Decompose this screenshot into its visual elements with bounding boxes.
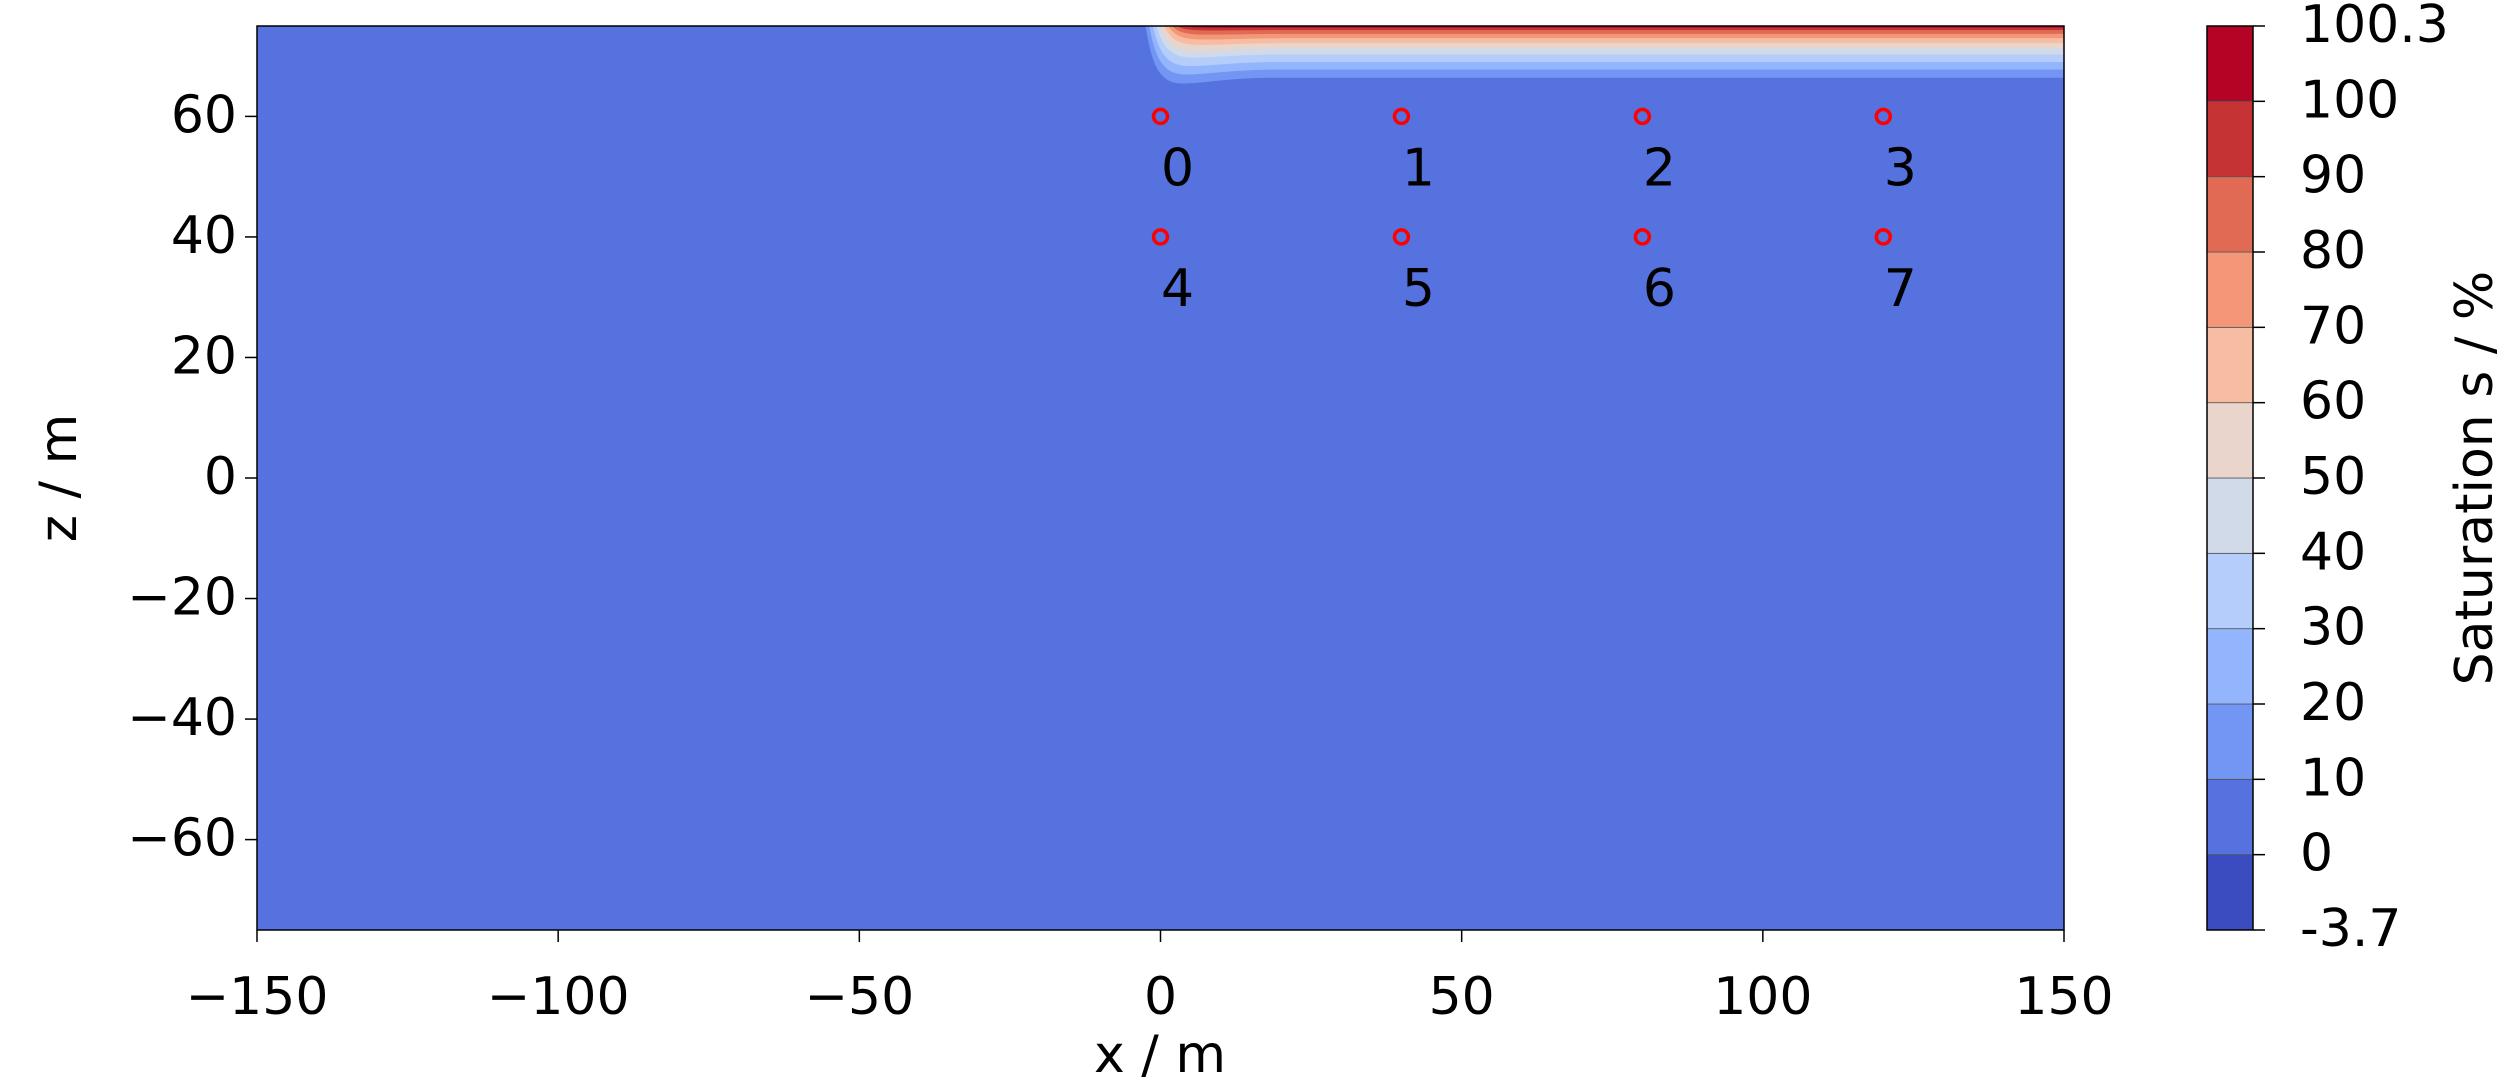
colorbar-tick-label: 30	[2300, 598, 2366, 658]
y-tick-label: 0	[204, 447, 237, 507]
observation-point	[1392, 107, 1411, 126]
x-tick-label: 50	[1429, 967, 1495, 1027]
colorbar-segment	[2206, 552, 2254, 630]
observation-point	[1151, 107, 1170, 126]
x-tick-label: 0	[1144, 967, 1177, 1027]
y-tick-label: −20	[127, 568, 237, 628]
point-label: 7	[1884, 259, 1917, 319]
colorbar-tick-label: 40	[2300, 522, 2366, 582]
point-label: 6	[1643, 259, 1676, 319]
colorbar-segment	[2206, 176, 2254, 253]
colorbar-segment	[2206, 778, 2254, 856]
colorbar-segment	[2206, 100, 2254, 178]
y-tick-label: 20	[171, 326, 237, 386]
colorbar-tick-label: -3.7	[2300, 899, 2401, 959]
x-tick-label: −50	[804, 967, 914, 1027]
x-tick-label: −100	[487, 967, 630, 1027]
y-tick-label: −60	[127, 809, 237, 869]
x-tick-label: 100	[1713, 967, 1812, 1027]
contour-field	[257, 26, 2064, 930]
point-label: 4	[1161, 259, 1194, 319]
colorbar-tick-label: 100.3	[2300, 0, 2449, 55]
colorbar-segment	[2206, 25, 2254, 102]
y-tick-label: −40	[127, 688, 237, 748]
colorbar-segment	[2206, 251, 2254, 328]
y-tick-label: 40	[171, 206, 237, 266]
colorbar-tick-label: 90	[2300, 146, 2366, 206]
observation-point	[1874, 107, 1893, 126]
colorbar-tick-label: 0	[2300, 824, 2333, 884]
point-label: 0	[1161, 138, 1194, 198]
point-label: 1	[1402, 138, 1435, 198]
x-tick-label: −150	[186, 967, 329, 1027]
observation-point	[1633, 107, 1652, 126]
colorbar-segment	[2206, 477, 2254, 554]
point-label: 3	[1884, 138, 1917, 198]
x-axis-label: x / m	[1094, 1025, 1226, 1080]
colorbar-tick-label: 100	[2300, 70, 2399, 130]
colorbar-tick-label: 70	[2300, 296, 2366, 356]
colorbar-segment	[2206, 628, 2254, 705]
colorbar-label: Saturation s / %	[2445, 271, 2505, 686]
observation-point	[1151, 228, 1170, 246]
y-axis-label: z / m	[29, 414, 89, 543]
observation-point	[1633, 228, 1652, 246]
colorbar-tick-label: 20	[2300, 673, 2366, 733]
colorbar-segment	[2206, 703, 2254, 780]
colorbar-tick-label: 80	[2300, 221, 2366, 281]
colorbar-tick-label: 60	[2300, 372, 2366, 432]
observation-point	[1874, 228, 1893, 246]
colorbar-segment	[2206, 402, 2254, 479]
colorbar-tick-label: 50	[2300, 447, 2366, 507]
colorbar-tick-label: 10	[2300, 748, 2366, 808]
colorbar-segment	[2206, 854, 2254, 931]
colorbar-segment	[2206, 326, 2254, 404]
x-tick-label: 150	[2014, 967, 2113, 1027]
contour-band	[257, 26, 2064, 930]
point-label: 5	[1402, 259, 1435, 319]
point-label: 2	[1643, 138, 1676, 198]
y-tick-label: 60	[171, 85, 237, 145]
observation-point	[1392, 228, 1411, 246]
